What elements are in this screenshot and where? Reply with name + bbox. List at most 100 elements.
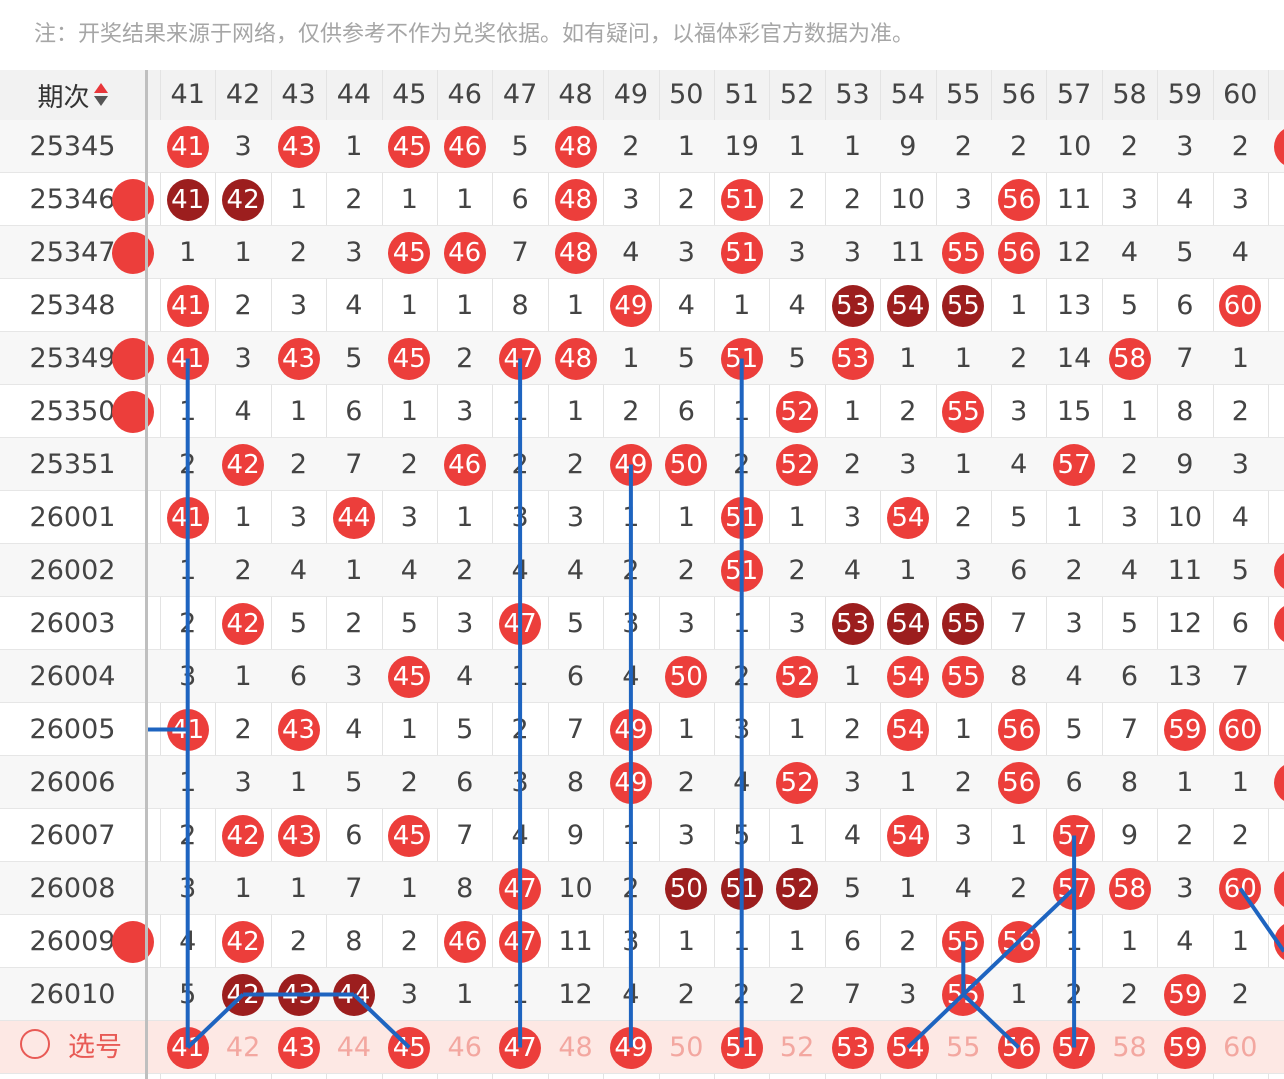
omission-count: 4 [1065, 661, 1083, 692]
omission-count: 6 [345, 820, 363, 851]
omission-count: 9 [1176, 449, 1194, 480]
omission-count: 1 [345, 555, 363, 586]
number-ball-52: 52 [776, 443, 819, 486]
select-label[interactable]: 选号 [68, 1032, 122, 1063]
number-ball-41: 41 [166, 125, 209, 168]
pick-ball-47[interactable]: 47 [499, 1026, 542, 1069]
draw-row-25346: 25346 41 42 1 2 1 1 6 48 3 2 51 2 2 10 3 56 11 3 4 3 [0, 173, 1284, 226]
number-ball-57: 57 [1053, 867, 1096, 910]
column-header-row: 期次 41 42 43 44 45 46 47 48 49 50 51 52 53 54 55 56 57 58 5… [0, 70, 1284, 120]
omission-count: 6 [1010, 555, 1028, 586]
omission-count: 5 [289, 608, 308, 639]
draw-row-26003: 26003 2 42 5 2 5 3 47 5 3 3 1 3 53 54 55 7 3 5 12 6 [0, 597, 1284, 650]
clipped-ball-right [1274, 125, 1284, 168]
sort-icon[interactable] [93, 82, 108, 108]
pick-number-50[interactable]: 50 [669, 1032, 704, 1063]
pick-ball-51[interactable]: 51 [720, 1026, 763, 1069]
omission-count: 4 [1010, 449, 1028, 480]
number-ball-51: 51 [720, 549, 763, 592]
number-ball-42: 42 [222, 920, 265, 963]
omission-count: 4 [622, 661, 640, 692]
pick-ball-59[interactable]: 59 [1163, 1026, 1206, 1069]
period-number: 26007 [29, 820, 116, 851]
omission-count: 3 [179, 873, 197, 904]
number-ball-49: 49 [609, 761, 652, 804]
number-ball-46: 46 [443, 125, 486, 168]
pick-ball-43[interactable]: 43 [277, 1026, 320, 1069]
pick-number-55[interactable]: 55 [946, 1032, 981, 1063]
omission-count: 2 [733, 979, 751, 1010]
pick-number-60[interactable]: 60 [1223, 1032, 1258, 1063]
omission-count: 1 [622, 343, 640, 374]
omission-count: 3 [345, 237, 363, 268]
omission-count: 2 [456, 555, 474, 586]
omission-count: 1 [677, 131, 695, 162]
pick-ball-54[interactable]: 54 [886, 1026, 929, 1069]
pick-number-58[interactable]: 58 [1112, 1032, 1147, 1063]
omission-count: 5 [843, 873, 862, 904]
omission-count: 8 [456, 873, 474, 904]
column-header-60: 60 [1223, 79, 1258, 110]
omission-count: 2 [1065, 979, 1083, 1010]
pick-ball-56[interactable]: 56 [997, 1026, 1040, 1069]
pick-ball-53[interactable]: 53 [831, 1026, 874, 1069]
draw-row-26006: 26006 1 3 1 5 2 6 3 8 49 2 4 52 3 1 2 56 6 8 1 1 [0, 756, 1284, 809]
pick-ball-49[interactable]: 49 [609, 1026, 652, 1069]
period-column-header[interactable]: 期次 [0, 70, 145, 120]
omission-count: 1 [511, 979, 529, 1010]
pick-ball-45[interactable]: 45 [388, 1026, 431, 1069]
omission-count: 1 [843, 131, 862, 162]
pick-ball-41[interactable]: 41 [166, 1026, 209, 1069]
omission-count: 7 [843, 979, 862, 1010]
number-ball-44: 44 [332, 973, 375, 1016]
omission-count: 2 [1231, 131, 1249, 162]
column-header-50: 50 [669, 79, 704, 110]
omission-count: 4 [511, 820, 529, 851]
number-ball-44: 44 [332, 496, 375, 539]
period-number: 25346 [29, 184, 116, 215]
column-header-41: 41 [170, 79, 205, 110]
clipped-ball-right [1274, 761, 1284, 804]
omission-count: 2 [1231, 396, 1249, 427]
omission-count: 1 [1065, 926, 1083, 957]
pick-number-48[interactable]: 48 [558, 1032, 593, 1063]
pick-number-44[interactable]: 44 [336, 1032, 372, 1063]
omission-count: 2 [677, 184, 695, 215]
omission-count: 2 [622, 555, 640, 586]
number-ball-51: 51 [720, 231, 763, 274]
omission-count: 10 [558, 873, 593, 904]
omission-count: 3 [788, 237, 806, 268]
pick-number-52[interactable]: 52 [779, 1032, 815, 1063]
omission-count: 1 [511, 396, 529, 427]
omission-count: 1 [677, 926, 695, 957]
number-ball-55: 55 [942, 284, 985, 327]
number-ball-49: 49 [609, 708, 652, 751]
omission-count: 10 [1056, 131, 1092, 162]
period-number: 26008 [29, 873, 116, 904]
omission-count: 2 [788, 555, 806, 586]
omission-count: 3 [456, 396, 474, 427]
number-ball-41: 41 [166, 496, 209, 539]
omission-count: 2 [1010, 873, 1028, 904]
pick-number-42[interactable]: 42 [225, 1032, 261, 1063]
draw-row-26009: 26009 4 42 2 8 2 46 47 11 3 1 1 1 6 2 55 56 1 1 4 1 [0, 915, 1284, 968]
column-header-57: 57 [1056, 79, 1092, 110]
number-ball-53: 53 [831, 337, 874, 380]
omission-count: 1 [954, 714, 972, 745]
omission-count: 4 [1120, 237, 1139, 268]
omission-count: 1 [622, 820, 640, 851]
omission-count: 3 [899, 979, 917, 1010]
omission-count: 1 [289, 767, 308, 798]
number-ball-59: 59 [1163, 973, 1206, 1016]
omission-count: 3 [677, 237, 695, 268]
select-radio-icon[interactable] [20, 1029, 50, 1059]
pick-number-46[interactable]: 46 [447, 1032, 482, 1063]
number-ball-54: 54 [886, 708, 929, 751]
number-ball-48: 48 [554, 125, 597, 168]
omission-count: 1 [843, 661, 862, 692]
omission-count: 1 [1231, 343, 1249, 374]
pick-ball-57[interactable]: 57 [1053, 1026, 1096, 1069]
period-number: 26004 [29, 661, 116, 692]
omission-count: 3 [400, 502, 418, 533]
omission-count: 4 [566, 555, 585, 586]
